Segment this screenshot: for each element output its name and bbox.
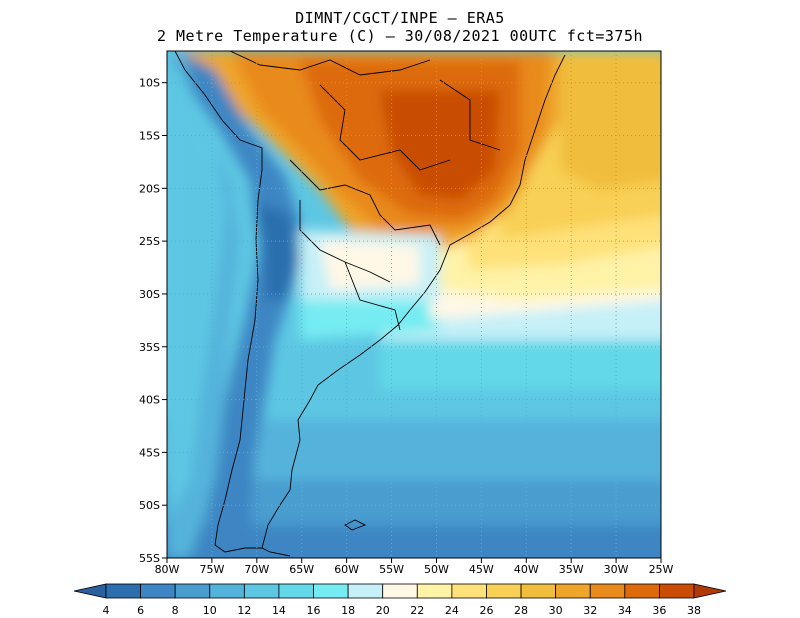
colorbar-label: 16 bbox=[307, 604, 321, 617]
lat-tick-label: 25S bbox=[139, 235, 160, 248]
lat-tick-label: 40S bbox=[139, 394, 160, 407]
lon-tick-label: 40W bbox=[514, 563, 539, 576]
colorbar-swatch bbox=[278, 583, 314, 599]
lat-tick-label: 55S bbox=[139, 552, 160, 565]
colorbar-swatch bbox=[347, 583, 384, 599]
map-frame bbox=[166, 50, 662, 559]
lon-tick-label: 80W bbox=[155, 563, 180, 576]
colorbar-swatch bbox=[589, 583, 626, 599]
colorbar-label: 22 bbox=[410, 604, 424, 617]
colorbar-label: 26 bbox=[479, 604, 493, 617]
colorbar-swatch bbox=[105, 583, 141, 599]
lat-tick-label: 20S bbox=[139, 182, 160, 195]
lon-tick-label: 55W bbox=[379, 563, 404, 576]
latitude-axis: 10S 15S 20S 25S 30S 35S 40S 45S 50S 55S bbox=[139, 77, 167, 565]
colorbar-label: 14 bbox=[272, 604, 286, 617]
colorbar-label: 20 bbox=[376, 604, 390, 617]
lat-tick-label: 15S bbox=[139, 130, 160, 143]
colorbar-swatch bbox=[313, 583, 349, 599]
colorbar-label: 24 bbox=[445, 604, 459, 617]
lat-tick-label: 50S bbox=[139, 499, 160, 512]
colorbar-swatch bbox=[451, 583, 487, 599]
lon-tick-label: 25W bbox=[649, 563, 674, 576]
lat-tick-label: 10S bbox=[139, 77, 160, 90]
colorbar-label: 38 bbox=[687, 604, 701, 617]
temperature-field bbox=[167, 51, 661, 558]
colorbar-low-arrow bbox=[73, 583, 107, 599]
colorbar: 4 6 8 10 12 14 16 18 20 22 24 26 28 30 32 34 36 38 bbox=[73, 583, 727, 617]
colorbar-swatch bbox=[555, 583, 591, 599]
lon-tick-label: 75W bbox=[199, 563, 224, 576]
colorbar-swatch bbox=[243, 583, 280, 599]
colorbar-label: 4 bbox=[103, 604, 110, 617]
colorbar-label: 18 bbox=[341, 604, 355, 617]
colorbar-label: 10 bbox=[203, 604, 217, 617]
coastlines bbox=[174, 51, 566, 557]
colorbar-swatch bbox=[140, 583, 176, 599]
lon-tick-label: 60W bbox=[334, 563, 359, 576]
lon-tick-label: 45W bbox=[469, 563, 494, 576]
title-line-1: DIMNT/CGCT/INPE – ERA5 bbox=[295, 9, 505, 27]
colorbar-swatch bbox=[520, 583, 557, 599]
gridlines bbox=[167, 51, 661, 558]
colorbar-label: 32 bbox=[583, 604, 597, 617]
colorbar-swatch bbox=[382, 583, 418, 599]
colorbar-swatch bbox=[416, 583, 453, 599]
colorbar-label: 36 bbox=[652, 604, 666, 617]
colorbar-swatch bbox=[209, 583, 245, 599]
lon-tick-label: 65W bbox=[289, 563, 314, 576]
lon-tick-label: 30W bbox=[604, 563, 629, 576]
colorbar-label: 8 bbox=[172, 604, 179, 617]
colorbar-swatch bbox=[624, 583, 660, 599]
lon-tick-label: 50W bbox=[424, 563, 449, 576]
colorbar-swatch bbox=[659, 583, 695, 599]
colorbar-label: 6 bbox=[137, 604, 144, 617]
colorbar-label: 28 bbox=[514, 604, 528, 617]
colorbar-swatch bbox=[486, 583, 522, 599]
lon-tick-label: 35W bbox=[559, 563, 584, 576]
title-line-2: 2 Metre Temperature (C) – 30/08/2021 00U… bbox=[156, 27, 644, 45]
lat-tick-label: 30S bbox=[139, 288, 160, 301]
colorbar-high-arrow bbox=[693, 583, 727, 599]
colorbar-swatch bbox=[174, 583, 211, 599]
lon-tick-label: 70W bbox=[244, 563, 269, 576]
longitude-axis: 80W 75W 70W 65W 60W 55W 50W 45W 40W 35W 30W 25W bbox=[155, 558, 674, 576]
colorbar-label: 12 bbox=[237, 604, 251, 617]
colorbar-label: 34 bbox=[618, 604, 632, 617]
lat-tick-label: 45S bbox=[139, 446, 160, 459]
colorbar-label: 30 bbox=[549, 604, 563, 617]
lat-tick-label: 35S bbox=[139, 341, 160, 354]
